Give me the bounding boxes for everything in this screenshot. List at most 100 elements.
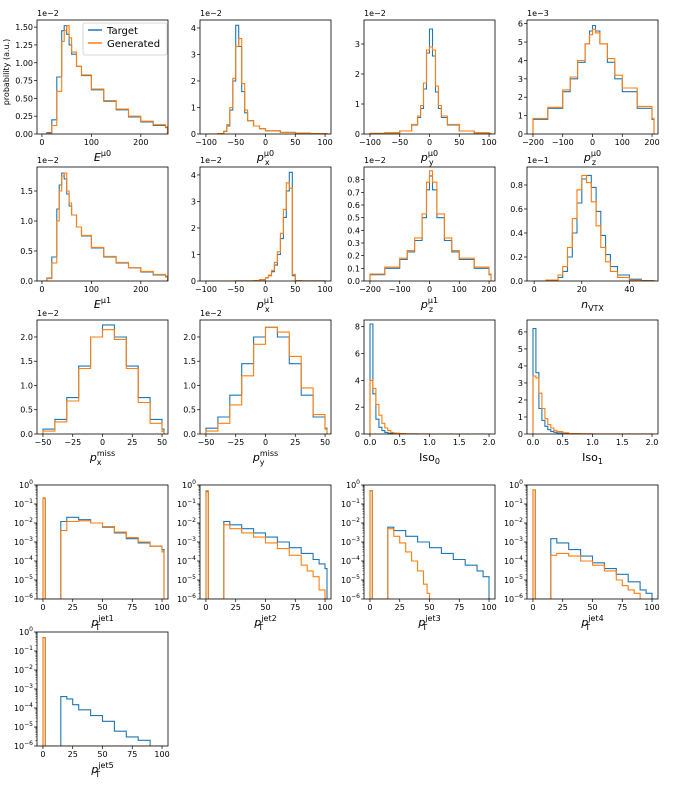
y-tick-label: 0.75 — [15, 77, 33, 86]
x-tick-label: 100 — [154, 750, 169, 759]
x-tick-label: −25 — [64, 438, 81, 447]
y-tick-label: 1.5 — [20, 187, 33, 196]
y-tick-label: 4 — [355, 376, 360, 385]
x-tick-label: 0 — [40, 750, 45, 759]
axis-offset-label: 1e−2 — [37, 9, 59, 18]
y-tick-label: 0.2 — [347, 252, 360, 261]
x-tick-label: −100 — [195, 138, 217, 147]
x-tick-label: −25 — [227, 438, 244, 447]
x-tick-label: 75 — [454, 603, 464, 612]
axes-frame — [199, 166, 332, 282]
panel-12: 0.0 0.5 1.0 1.5 2.0 0 1 2 3 4 5 6 Iso1 — [518, 319, 659, 466]
series-generated — [534, 174, 656, 281]
x-tick-label: 200 — [481, 285, 496, 294]
y-tick-label: 1.0 — [183, 381, 196, 390]
y-tick-label: 10−1 — [504, 498, 523, 509]
x-tick-label: 75 — [290, 603, 300, 612]
y-tick-label: 10−6 — [14, 740, 33, 751]
x-tick-label: 50 — [97, 750, 107, 759]
y-tick-label: 0 — [191, 130, 196, 139]
axis-offset-label: 1e−2 — [200, 9, 222, 18]
x-tick-label: 100 — [481, 138, 496, 147]
x-tick-label: 200 — [644, 138, 659, 147]
y-tick-label: 0.2 — [510, 253, 523, 262]
y-tick-label: 1.0 — [20, 217, 33, 226]
y-tick-label: 0.0 — [510, 277, 523, 286]
series-generated — [532, 28, 655, 134]
series-target — [42, 637, 153, 746]
series-generated — [42, 497, 165, 599]
legend-entry: Target — [106, 26, 138, 37]
x-axis-label: pjet5 T — [90, 761, 113, 779]
y-tick-label: 0.5 — [20, 406, 33, 415]
x-tick-label: 0 — [39, 285, 44, 294]
x-tick-label: 25 — [231, 603, 241, 612]
y-tick-label: 10−5 — [14, 574, 33, 585]
x-tick-label: 2.0 — [646, 438, 659, 447]
x-tick-label: 25 — [68, 750, 78, 759]
x-tick-label: 75 — [127, 750, 137, 759]
y-tick-label: 1 — [191, 103, 196, 112]
y-tick-label: 10−3 — [14, 683, 33, 694]
panel-16: 0 25 50 75 100 10−6 10−5 10−4 10−3 10−2 10−1 100 pje… — [504, 479, 660, 632]
y-tick-label: 100 — [19, 479, 33, 490]
x-tick-label: −200 — [522, 138, 544, 147]
x-tick-label: 1.5 — [453, 438, 466, 447]
x-tick-label: 40 — [624, 285, 634, 294]
series-generated — [41, 172, 168, 281]
x-axis-label: pmiss y — [252, 449, 278, 467]
series-target — [41, 172, 168, 281]
x-tick-label: 0 — [40, 603, 45, 612]
y-tick-label: 10−1 — [177, 498, 196, 509]
axes-frame — [526, 19, 659, 135]
y-tick-label: 5 — [518, 38, 523, 47]
panel-13: 0 25 50 75 100 10−6 10−5 10−4 10−3 10−2 10−1 100 pje… — [14, 479, 170, 632]
x-axis-label: pjet2 T — [253, 614, 276, 632]
x-tick-label: 0 — [530, 603, 535, 612]
series-generated — [42, 329, 165, 434]
y-tick-label: 10−5 — [341, 574, 360, 585]
x-tick-label: 0 — [263, 438, 268, 447]
x-tick-label: 50 — [290, 138, 300, 147]
y-tick-label: 0 — [355, 430, 360, 439]
x-tick-label: −100 — [359, 138, 381, 147]
x-axis-label: Eμ0 — [94, 149, 111, 164]
x-tick-label: 100 — [481, 603, 496, 612]
x-tick-label: 50 — [290, 285, 300, 294]
x-tick-label: 25 — [290, 438, 300, 447]
y-tick-label: 0.0 — [183, 430, 196, 439]
y-tick-label: 6 — [355, 350, 360, 359]
y-tick-label: 6 — [518, 328, 523, 337]
y-tick-label: 0.0 — [20, 277, 33, 286]
x-tick-label: 50 — [454, 138, 464, 147]
x-tick-label: 0.0 — [364, 438, 377, 447]
panel-14: 0 25 50 75 100 10−6 10−5 10−4 10−3 10−2 10−1 100 pje… — [177, 479, 333, 632]
y-tick-label: 1 — [518, 413, 523, 422]
y-tick-label: 10−2 — [14, 664, 33, 675]
series-target — [532, 327, 654, 434]
panel-11: 0.0 0.5 1.0 1.5 2.0 0 2 4 6 8 Iso0 — [355, 319, 495, 466]
x-tick-label: 100 — [154, 603, 169, 612]
y-tick-label: 2 — [355, 403, 360, 412]
x-tick-label: 100 — [644, 603, 659, 612]
x-axis-label: pμ0 z — [583, 149, 601, 167]
y-tick-label: 10−4 — [177, 555, 196, 566]
y-tick-label: 1.00 — [15, 59, 33, 68]
y-tick-label: 10−1 — [341, 498, 360, 509]
y-tick-label: 10−2 — [504, 517, 523, 528]
axes-frame — [36, 631, 169, 747]
x-tick-label: 0 — [427, 138, 432, 147]
y-tick-label: 0.5 — [20, 247, 33, 256]
x-tick-label: 50 — [157, 438, 167, 447]
y-tick-label: 3 — [518, 75, 523, 84]
axes-frame — [526, 319, 659, 435]
x-axis-label: pmiss x — [89, 449, 115, 467]
y-tick-label: 4 — [518, 56, 523, 65]
panel-10: −50 −25 0 25 50 0.0 0.5 1.0 1.5 2.0 1e−2 pmiss y — [183, 309, 332, 467]
panel-4: −200 −100 0 100 200 0 1 2 3 4 5 6 1e−3 pμ0 z — [518, 9, 660, 167]
y-tick-label: 0 — [355, 130, 360, 139]
y-tick-label: 0.4 — [510, 229, 523, 238]
y-tick-label: 0.5 — [183, 406, 196, 415]
legend-entry: Generated — [107, 39, 160, 50]
